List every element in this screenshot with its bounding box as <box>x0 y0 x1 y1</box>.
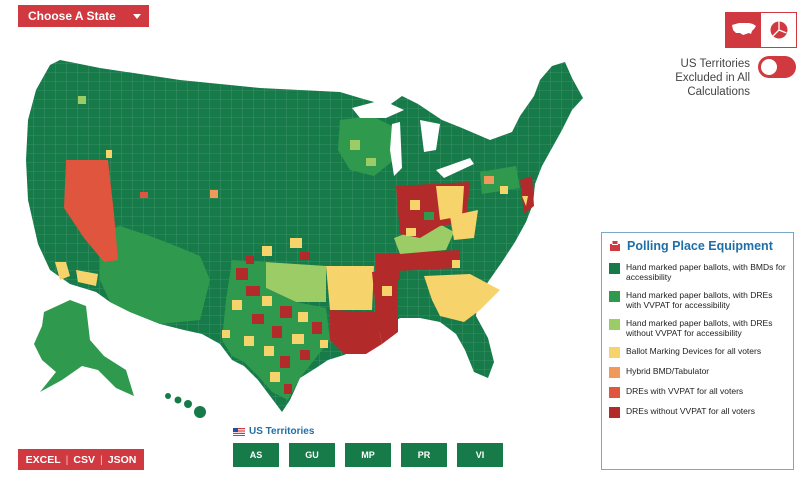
region-oklahoma[interactable] <box>265 262 326 302</box>
region-newjersey[interactable] <box>520 176 534 214</box>
region-california-yellow[interactable] <box>55 262 70 280</box>
export-json-link[interactable]: JSON <box>107 453 137 466</box>
export-csv-link[interactable]: CSV <box>73 453 95 466</box>
region-kentucky[interactable] <box>394 222 454 254</box>
territories-heading-text: US Territories <box>249 426 315 437</box>
region-delaware[interactable] <box>522 196 528 206</box>
region-west-green[interactable] <box>100 226 210 324</box>
territory-button-gu[interactable]: GU <box>289 443 335 467</box>
legend-swatch <box>609 319 620 330</box>
map-view-button[interactable] <box>726 13 761 47</box>
region-tennessee[interactable] <box>376 250 460 272</box>
lake-huron <box>420 120 440 152</box>
legend-item: Hand marked paper ballots, with DREs wit… <box>609 290 786 310</box>
region-arkansas[interactable] <box>326 266 374 310</box>
region-georgia-carolina[interactable] <box>424 274 500 322</box>
region-westvirginia-yellow[interactable] <box>450 210 478 240</box>
legend-swatch <box>609 367 620 378</box>
alaska[interactable] <box>34 300 134 396</box>
county-patches-misc <box>78 96 508 296</box>
legend-swatch <box>609 387 620 398</box>
chevron-down-icon <box>133 14 141 19</box>
switch-knob <box>761 59 777 75</box>
us-county-map <box>26 60 583 418</box>
legend-item-label: Hybrid BMD/Tabulator <box>626 366 710 376</box>
pie-view-button[interactable] <box>761 13 796 47</box>
export-excel-link[interactable]: EXCEL <box>25 453 61 466</box>
territory-button-vi[interactable]: VI <box>457 443 503 467</box>
legend-item-label: Hand marked paper ballots, with BMDs for… <box>626 262 786 282</box>
region-nevada[interactable] <box>64 160 118 262</box>
lake-erie <box>436 158 474 178</box>
territory-buttons: AS GU MP PR VI <box>233 443 503 467</box>
region-wisconsin-green[interactable] <box>338 116 394 176</box>
legend-title: Polling Place Equipment <box>609 239 786 253</box>
legend-item: DREs without VVPAT for all voters <box>609 406 786 418</box>
region-california-yellow-2[interactable] <box>76 270 98 286</box>
legend-item: Hybrid BMD/Tabulator <box>609 366 786 378</box>
territory-button-mp[interactable]: MP <box>345 443 391 467</box>
hawaii[interactable] <box>165 393 206 418</box>
legend-item: Ballot Marking Devices for all voters <box>609 346 786 358</box>
legend-item-label: Hand marked paper ballots, with DREs wit… <box>626 318 773 338</box>
pie-chart-icon <box>770 21 787 39</box>
lake-superior <box>352 100 404 118</box>
legend-item-label: DREs without VVPAT for all voters <box>626 406 755 416</box>
lake-michigan <box>390 122 402 176</box>
legend-item: Hand marked paper ballots, with BMDs for… <box>609 262 786 282</box>
export-separator: | <box>100 453 103 466</box>
territory-toggle-switch[interactable] <box>758 56 796 78</box>
legend-title-text: Polling Place Equipment <box>627 239 773 253</box>
choose-state-label: Choose A State <box>28 9 116 23</box>
export-separator: | <box>65 453 69 466</box>
legend-item-label: Ballot Marking Devices for all voters <box>626 346 762 356</box>
legend-item: Hand marked paper ballots, with DREs wit… <box>609 318 786 338</box>
territory-button-as[interactable]: AS <box>233 443 279 467</box>
texas-county-patches <box>222 268 328 394</box>
us-map-icon <box>731 23 756 35</box>
legend-swatch <box>609 407 620 418</box>
ballot-box-icon <box>610 241 620 251</box>
legend-item: DREs with VVPAT for all voters <box>609 386 786 398</box>
choose-state-dropdown[interactable]: Choose A State <box>18 5 149 27</box>
view-toggle <box>725 12 797 48</box>
legend-item-label: DREs with VVPAT for all voters <box>626 386 744 396</box>
legend-swatch <box>609 263 620 274</box>
territory-toggle-label: US Territories Excluded in All Calculati… <box>675 58 750 98</box>
region-pennsylvania[interactable] <box>480 166 520 194</box>
legend-item-label: Hand marked paper ballots, with DREs wit… <box>626 290 773 310</box>
region-louisiana[interactable] <box>330 310 382 354</box>
us-flag-icon <box>233 427 245 436</box>
export-bar: EXCEL | CSV | JSON <box>18 449 144 470</box>
legend-swatch <box>609 347 620 358</box>
territories-heading: US Territories <box>233 426 314 437</box>
legend-panel: Polling Place Equipment Hand marked pape… <box>601 232 794 470</box>
region-ohio-yellow[interactable] <box>436 186 464 220</box>
legend-swatch <box>609 291 620 302</box>
territory-button-pr[interactable]: PR <box>401 443 447 467</box>
